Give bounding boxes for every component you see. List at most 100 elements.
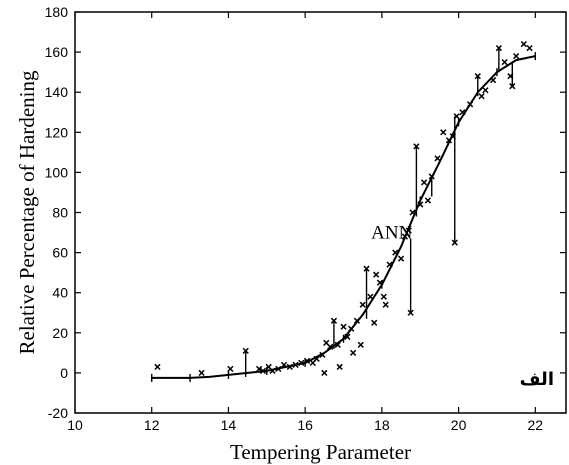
data-point-stroke: [405, 227, 412, 234]
data-point-stroke: [376, 279, 384, 286]
data-point: [371, 319, 378, 326]
data-point: [349, 349, 357, 356]
data-point: [478, 93, 485, 100]
data-point: [367, 293, 374, 300]
data-point-stroke: [313, 355, 320, 362]
data-point: [440, 129, 447, 136]
data-point-stroke: [520, 40, 527, 48]
data-point: [319, 351, 326, 358]
data-point: [526, 44, 533, 52]
data-point-stroke: [323, 339, 330, 346]
data-point-stroke: [344, 333, 351, 340]
data-point: [466, 101, 474, 108]
data-point: [340, 323, 347, 330]
x-axis-title: Tempering Parameter: [230, 440, 411, 464]
data-point-stroke: [298, 359, 305, 367]
data-point-stroke: [513, 52, 520, 60]
y-tick-label: 160: [45, 44, 69, 60]
data-point: [520, 40, 527, 48]
data-point: [292, 361, 299, 369]
data-point: [501, 58, 508, 66]
data-point-stroke: [417, 201, 424, 208]
data-point-stroke: [507, 73, 514, 80]
data-point: [449, 133, 456, 140]
data-point-stroke: [495, 44, 503, 52]
data-point-stroke: [401, 233, 409, 240]
data-point: [382, 301, 389, 308]
data-point-stroke: [265, 363, 272, 371]
data-point: [380, 293, 387, 300]
data-point-stroke: [449, 133, 456, 140]
data-point-stroke: [413, 143, 420, 150]
data-point: [344, 333, 351, 340]
data-point: [353, 317, 361, 324]
y-tick-label: -20: [48, 405, 68, 421]
data-point-stroke: [255, 365, 263, 373]
data-point-stroke: [407, 309, 414, 316]
y-tick-label: 20: [52, 325, 68, 341]
y-tick-label: 0: [60, 365, 68, 381]
data-point-stroke: [154, 363, 161, 371]
y-axis-title: Relative Percentage of Hardening: [15, 70, 39, 354]
data-point: [313, 355, 320, 362]
y-tick-label: 60: [52, 245, 68, 261]
data-point: [259, 367, 267, 375]
data-point: [280, 361, 288, 369]
data-point: [489, 77, 497, 84]
data-point: [495, 44, 503, 52]
data-point: [286, 363, 293, 371]
data-point: [474, 73, 481, 80]
data-point-stroke: [474, 73, 481, 80]
data-point: [507, 73, 514, 80]
labels: Tempering Parameter Relative Percentage …: [15, 70, 554, 464]
data-point: [392, 249, 399, 256]
data-point: [303, 357, 311, 365]
data-point: [336, 363, 343, 371]
data-point-stroke: [482, 87, 489, 94]
data-point-stroke: [330, 317, 338, 324]
data-point: [453, 113, 460, 120]
data-point-stroke: [424, 197, 432, 204]
data-point-stroke: [509, 83, 516, 90]
data-point: [242, 347, 249, 354]
data-point: [401, 233, 409, 240]
data-point: [321, 369, 328, 377]
data-point: [348, 325, 355, 332]
y-tick-label: 180: [45, 4, 69, 20]
data-point-stroke: [326, 343, 334, 350]
data-point: [417, 201, 424, 208]
data-point-stroke: [349, 349, 357, 356]
fit-line-group: [151, 52, 537, 382]
x-tick-label: 12: [144, 417, 160, 433]
data-point-stroke: [420, 179, 428, 186]
data-point-stroke: [386, 261, 393, 268]
data-point-stroke: [382, 301, 389, 308]
data-point: [298, 359, 305, 367]
x-tick-label: 20: [451, 417, 467, 433]
data-point-stroke: [334, 341, 341, 348]
data-point-stroke: [340, 323, 347, 330]
data-point-stroke: [357, 341, 364, 348]
data-point: [386, 261, 393, 268]
data-point: [269, 367, 276, 375]
data-point-stroke: [242, 347, 249, 354]
data-point-stroke: [269, 367, 276, 375]
data-point: [513, 52, 520, 60]
data-point: [359, 301, 366, 308]
data-markers: [154, 40, 533, 377]
data-point-stroke: [303, 357, 311, 365]
ann-fit-line: [151, 55, 536, 379]
data-point-stroke: [380, 293, 387, 300]
data-point: [482, 87, 489, 94]
y-tick-label: 120: [45, 124, 69, 140]
data-point: [451, 239, 458, 246]
data-point-stroke: [440, 129, 447, 136]
data-point-stroke: [348, 325, 355, 332]
data-point-stroke: [292, 361, 299, 369]
data-point: [227, 365, 234, 373]
data-point: [424, 197, 432, 204]
data-point-stroke: [259, 367, 267, 375]
panel-label: الف: [520, 369, 554, 390]
data-point-stroke: [392, 249, 399, 256]
